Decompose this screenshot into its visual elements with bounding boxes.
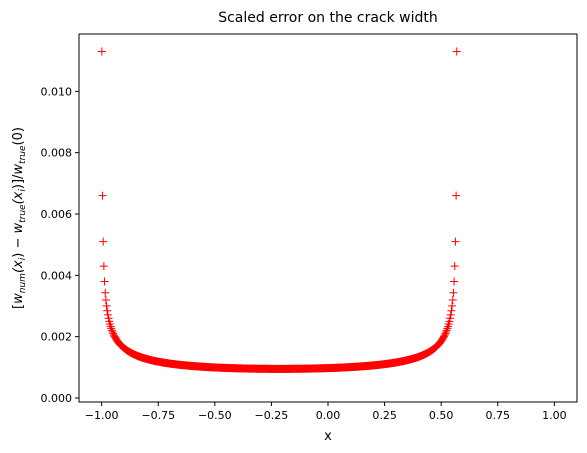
- data-point: [102, 301, 111, 310]
- data-point: [447, 306, 456, 315]
- data-point: [101, 288, 110, 297]
- x-tick-label: −1.00: [85, 409, 119, 422]
- data-point: [452, 47, 461, 56]
- x-tick-label: −0.25: [255, 409, 289, 422]
- chart-title: Scaled error on the crack width: [218, 10, 438, 26]
- data-point: [98, 191, 107, 200]
- data-point: [106, 322, 115, 331]
- data-point: [100, 277, 109, 286]
- x-tick-label: 0.25: [372, 409, 397, 422]
- data-point: [442, 326, 451, 335]
- data-point: [449, 288, 458, 297]
- y-tick-label: 0.010: [41, 85, 73, 98]
- x-tick-label: 1.00: [542, 409, 567, 422]
- y-tick-label: 0.008: [41, 147, 73, 160]
- x-tick-label: 0.75: [486, 409, 511, 422]
- data-point: [107, 326, 116, 335]
- data-point: [437, 336, 446, 345]
- data-point: [450, 262, 459, 271]
- data-point: [97, 47, 106, 56]
- y-tick-label: 0.004: [41, 269, 73, 282]
- data-point: [443, 324, 452, 333]
- data-point: [107, 324, 116, 333]
- data-point: [442, 328, 451, 337]
- y-tick-label: 0.006: [41, 208, 73, 221]
- data-point: [452, 191, 461, 200]
- data-markers: [97, 47, 461, 373]
- data-point: [103, 310, 112, 319]
- x-axis-label: x: [324, 429, 332, 444]
- data-point: [441, 329, 450, 338]
- y-axis-label: [wnum(xi) − wtrue(xi)]/wtrue(0): [11, 127, 28, 309]
- y-axis-ticks: 0.000 0.002 0.004 0.006 0.008 0.010: [41, 85, 79, 405]
- data-point: [448, 296, 457, 305]
- data-point: [450, 277, 459, 286]
- x-tick-label: 0.00: [316, 409, 341, 422]
- data-point: [448, 301, 457, 310]
- data-point: [451, 237, 460, 246]
- x-tick-label: −0.75: [141, 409, 175, 422]
- data-point: [103, 306, 112, 315]
- data-point: [99, 237, 108, 246]
- data-point: [446, 310, 455, 319]
- x-axis-ticks: −1.00 −0.75 −0.50 −0.25 0.00 0.25 0.50 0.75 1.00: [85, 402, 567, 422]
- y-tick-label: 0.002: [41, 331, 73, 344]
- data-point: [446, 314, 455, 323]
- data-point: [99, 262, 108, 271]
- x-tick-label: −0.50: [198, 409, 232, 422]
- y-tick-label: 0.000: [41, 392, 73, 405]
- x-tick-label: 0.50: [429, 409, 454, 422]
- data-point: [101, 296, 110, 305]
